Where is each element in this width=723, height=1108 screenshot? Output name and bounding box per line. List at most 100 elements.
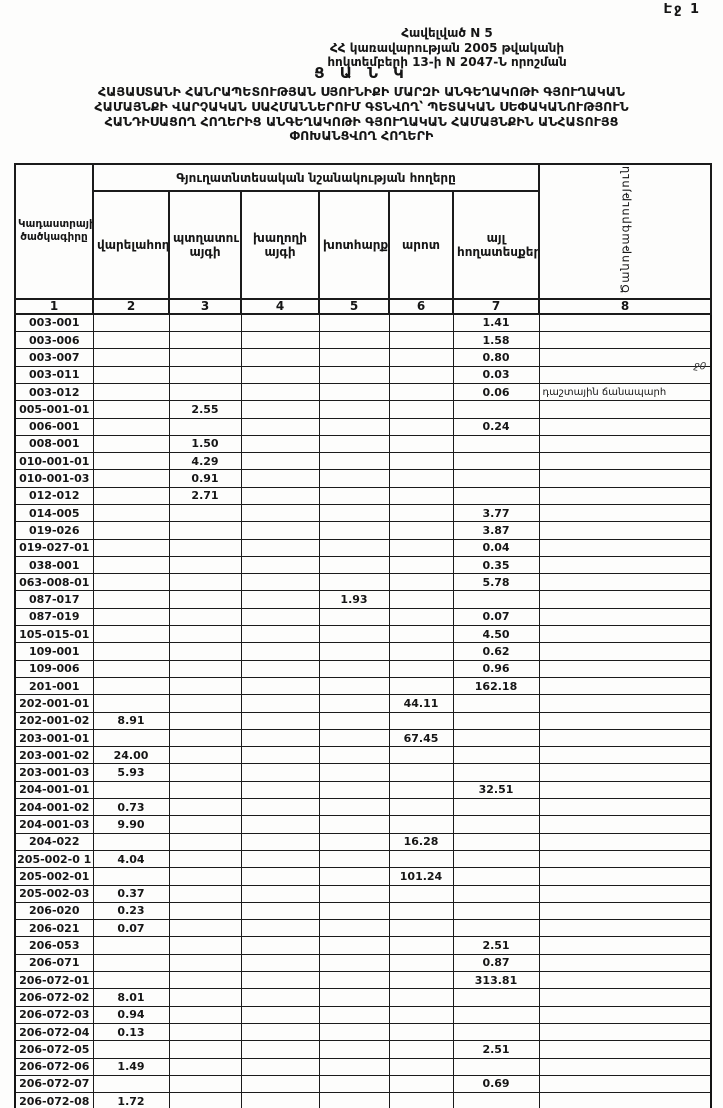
cadastral-code-cell: 006-001 xyxy=(14,417,94,436)
cadastral-code-cell: 003-007 xyxy=(14,348,94,367)
table-row: 206-072-03 0.94 xyxy=(14,1005,712,1024)
arable-cell xyxy=(92,469,170,488)
orchard-cell xyxy=(168,867,242,886)
arable-cell xyxy=(92,555,170,575)
hayfield-cell xyxy=(318,780,390,800)
pasture-cell xyxy=(388,434,454,454)
cadastral-code-cell: 203-001-01 xyxy=(14,728,94,748)
orchard-cell xyxy=(168,694,242,713)
hayfield-cell xyxy=(318,798,390,817)
vineyard-cell xyxy=(240,1074,320,1094)
arable-cell xyxy=(92,365,170,384)
note-cell xyxy=(538,832,712,851)
pasture-cell xyxy=(388,348,454,367)
table-row: 202-001-01 44.11 xyxy=(14,694,712,713)
note-cell xyxy=(538,642,712,661)
arable-cell xyxy=(92,694,170,713)
note-cell xyxy=(538,1057,712,1076)
other-lands-cell: 0.03 xyxy=(452,365,540,384)
orchard-cell xyxy=(168,331,242,350)
orchard-cell xyxy=(168,1057,242,1076)
cadastral-code-cell: 010-001-03 xyxy=(14,469,94,488)
hayfield-cell xyxy=(318,1057,390,1076)
note-cell: դաշտային ճանապարհ xyxy=(538,382,712,402)
hayfield-cell xyxy=(318,348,390,367)
other-lands-cell xyxy=(452,867,540,886)
pasture-cell xyxy=(388,538,454,557)
arable-cell xyxy=(92,936,170,955)
table-row: 205-002-03 0.37 xyxy=(14,884,712,903)
pasture-cell: 44.11 xyxy=(388,694,454,713)
orchard-cell: 2.71 xyxy=(168,486,242,506)
arable-cell xyxy=(92,382,170,402)
other-lands-cell xyxy=(452,1057,540,1076)
hayfield-cell xyxy=(318,815,390,834)
vineyard-cell xyxy=(240,884,320,903)
table-row: 105-015-01 4.50 xyxy=(14,625,712,644)
note-cell xyxy=(538,1040,712,1059)
subheader-arable: վարելահող xyxy=(92,190,170,300)
table-row: 087-019 0.07 xyxy=(14,607,712,627)
note-cell xyxy=(538,1092,712,1108)
orchard-cell xyxy=(168,590,242,609)
orchard-cell xyxy=(168,1040,242,1059)
hayfield-cell xyxy=(318,728,390,748)
vineyard-cell xyxy=(240,400,320,419)
vineyard-cell xyxy=(240,849,320,869)
table-row: 206-071 0.87 xyxy=(14,953,712,973)
cadastral-code-cell: 003-006 xyxy=(14,331,94,350)
cadastral-code-cell: 201-001 xyxy=(14,676,94,696)
vineyard-cell xyxy=(240,1040,320,1059)
other-lands-cell xyxy=(452,486,540,506)
cadastral-code-header: Կադաստրային ծածկագիրը xyxy=(14,163,94,300)
hayfield-cell xyxy=(318,901,390,921)
pasture-cell xyxy=(388,659,454,678)
arable-cell xyxy=(92,953,170,973)
column-number: 6 xyxy=(388,297,454,315)
other-lands-cell xyxy=(452,728,540,748)
arable-cell xyxy=(92,867,170,886)
cadastral-code-cell: 206-020 xyxy=(14,901,94,921)
vineyard-cell xyxy=(240,434,320,454)
other-lands-cell: 2.51 xyxy=(452,936,540,955)
vineyard-cell xyxy=(240,521,320,540)
vineyard-cell xyxy=(240,919,320,938)
pasture-cell xyxy=(388,469,454,488)
pasture-cell xyxy=(388,711,454,730)
table-row: 206-020 0.23 xyxy=(14,901,712,921)
other-lands-cell xyxy=(452,746,540,765)
note-cell xyxy=(538,434,712,454)
orchard-cell: 0.91 xyxy=(168,469,242,488)
cadastral-code-cell: 003-012 xyxy=(14,382,94,402)
other-lands-cell: 0.62 xyxy=(452,642,540,661)
other-lands-cell xyxy=(452,469,540,488)
hayfield-cell xyxy=(318,503,390,523)
note-cell xyxy=(538,953,712,973)
hayfield-cell xyxy=(318,400,390,419)
table-row: 003-006 1.58 xyxy=(14,331,712,350)
note-cell xyxy=(538,417,712,436)
vineyard-cell xyxy=(240,988,320,1007)
pasture-cell xyxy=(388,400,454,419)
table-row: 010-001-03 0.91 xyxy=(14,469,712,488)
orchard-cell xyxy=(168,936,242,955)
hayfield-cell xyxy=(318,694,390,713)
other-lands-cell xyxy=(452,798,540,817)
cadastral-code-cell: 206-072-02 xyxy=(14,988,94,1007)
other-lands-cell: 313.81 xyxy=(452,971,540,990)
pasture-cell xyxy=(388,884,454,903)
vineyard-cell xyxy=(240,694,320,713)
group-header-row: Կադաստրային ծածկագիրը Գյուղատնտեսական նշ… xyxy=(14,162,713,300)
cadastral-code-cell: 206-072-06 xyxy=(14,1057,94,1076)
arable-cell xyxy=(92,607,170,627)
other-lands-cell xyxy=(452,815,540,834)
hayfield-cell xyxy=(318,486,390,506)
other-lands-cell: 0.96 xyxy=(452,659,540,678)
arable-cell xyxy=(92,971,170,990)
vineyard-cell xyxy=(240,1022,320,1042)
table-row: 205-002-01 101.24 xyxy=(14,867,712,886)
other-lands-cell: 0.69 xyxy=(452,1074,540,1094)
pasture-cell xyxy=(388,590,454,609)
table-row: 206-072-04 0.13 xyxy=(14,1022,712,1042)
vineyard-cell xyxy=(240,1005,320,1024)
